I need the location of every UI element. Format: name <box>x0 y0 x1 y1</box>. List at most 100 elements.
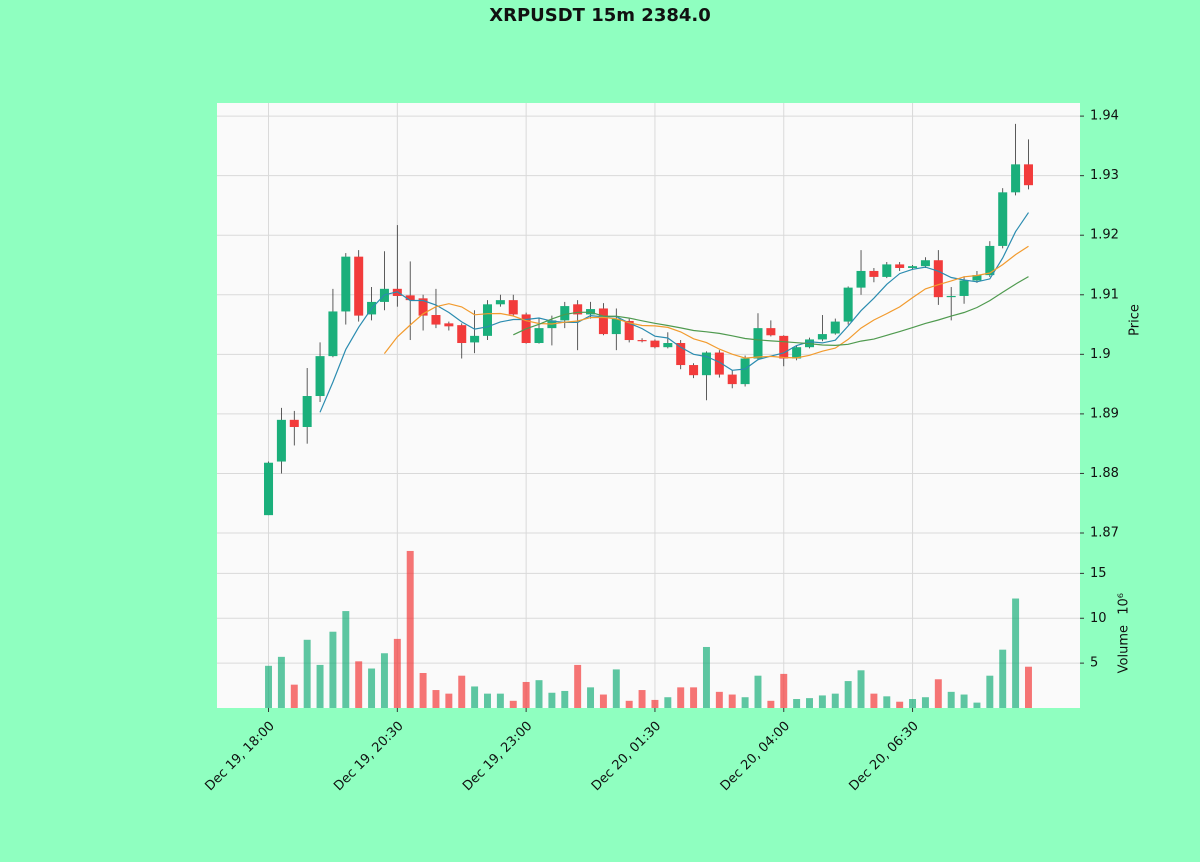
volume-bar <box>265 665 273 708</box>
volume-bar <box>329 631 337 708</box>
volume-bar <box>651 699 659 708</box>
volume-bar <box>574 664 582 708</box>
x-tick-label: Dec 20, 01:30 <box>589 719 664 794</box>
volume-bar <box>587 687 595 708</box>
candle-body <box>817 334 827 340</box>
volume-bar <box>883 696 891 708</box>
volume-bar <box>406 550 414 708</box>
volume-bar <box>947 691 955 708</box>
volume-bar <box>921 697 929 708</box>
volume-axis-label: Volume <box>1117 625 1132 673</box>
candle-body <box>740 358 750 385</box>
volume-bar <box>844 681 852 708</box>
volume-bar <box>896 701 904 708</box>
volume-bar <box>548 692 556 708</box>
volume-exponent: 10⁶ <box>1117 593 1132 615</box>
volume-bar <box>973 702 981 708</box>
volume-bar <box>831 693 839 708</box>
candle-body <box>431 315 441 325</box>
candle-body <box>264 462 274 516</box>
candle-body <box>560 306 570 321</box>
volume-bar <box>419 673 427 708</box>
volume-bar <box>690 687 698 708</box>
volume-bar <box>380 653 388 708</box>
y-tick-label: 1.87 <box>1090 526 1119 541</box>
x-tick-label: Dec 19, 20:30 <box>331 719 406 794</box>
candle-body <box>689 365 699 376</box>
candle-body <box>869 270 879 277</box>
candle-body <box>354 256 364 316</box>
candle-body <box>598 308 608 335</box>
volume-bar <box>471 686 479 708</box>
volume-bar <box>1024 666 1032 708</box>
volume-bar <box>715 691 723 708</box>
y-tick-label: 1.93 <box>1090 168 1119 183</box>
chart-title: XRPUSDT 15m 2384.0 <box>489 5 711 26</box>
candle-body <box>959 280 969 296</box>
volume-bar <box>638 690 646 708</box>
volume-bar <box>277 656 285 708</box>
volume-bar <box>857 670 865 708</box>
volume-bar <box>870 693 878 708</box>
candle-body <box>470 335 480 343</box>
candle-body <box>315 356 325 397</box>
volume-bar <box>290 684 298 708</box>
candle-body <box>908 266 918 268</box>
volume-bar <box>522 681 530 708</box>
candle-body <box>624 320 634 341</box>
candle-body <box>418 298 428 316</box>
candle-body <box>701 352 711 376</box>
volume-bar <box>561 690 569 708</box>
candle-body <box>341 256 351 312</box>
volume-bar <box>432 690 440 708</box>
volume-bar <box>1012 598 1020 708</box>
volume-bar <box>599 694 607 708</box>
x-tick-label: Dec 19, 18:00 <box>202 719 277 794</box>
volume-bar <box>741 697 749 708</box>
volume-bar <box>677 687 685 708</box>
volume-bar <box>509 700 517 708</box>
y2-tick-label: 5 <box>1090 656 1098 671</box>
candle-body <box>920 260 930 267</box>
volume-bar <box>960 694 968 708</box>
candle-body <box>753 328 763 359</box>
volume-bar <box>806 698 813 708</box>
x-tick-label: Dec 20, 06:30 <box>847 719 922 794</box>
candle-body <box>289 419 299 427</box>
candle-body <box>573 304 583 315</box>
volume-bar <box>934 679 942 708</box>
volume-bar <box>445 693 453 708</box>
x-tick-label: Dec 19, 23:00 <box>460 719 535 794</box>
candle-body <box>508 300 518 315</box>
y-tick-label: 1.89 <box>1090 406 1119 421</box>
y-tick-label: 1.94 <box>1090 109 1119 124</box>
moving-average <box>383 245 1029 359</box>
candle-body <box>328 311 338 357</box>
volume-bar <box>355 661 363 708</box>
candle-body <box>779 335 789 359</box>
volume-bar <box>818 695 826 708</box>
candle-body <box>676 343 686 366</box>
candle-body <box>495 300 505 305</box>
candle-body <box>972 275 982 281</box>
candle-body <box>792 347 802 359</box>
y-tick-label: 1.91 <box>1090 287 1119 302</box>
candle-body <box>856 270 866 288</box>
y-axis-label: Price <box>1128 304 1143 336</box>
candle-body <box>714 352 724 375</box>
candle-body <box>766 328 776 336</box>
candle-body <box>1011 164 1021 193</box>
candle-body <box>933 260 943 298</box>
volume-bar <box>728 694 736 708</box>
candle-body <box>276 419 286 462</box>
candle-body <box>830 321 840 334</box>
candle-body <box>457 325 467 344</box>
candle-body <box>650 340 660 348</box>
candle-body <box>882 264 892 277</box>
candle-body <box>637 340 647 342</box>
volume-bar <box>535 680 543 708</box>
candle-body <box>998 192 1008 246</box>
candle-body <box>895 264 905 268</box>
volume-bar <box>484 693 491 708</box>
